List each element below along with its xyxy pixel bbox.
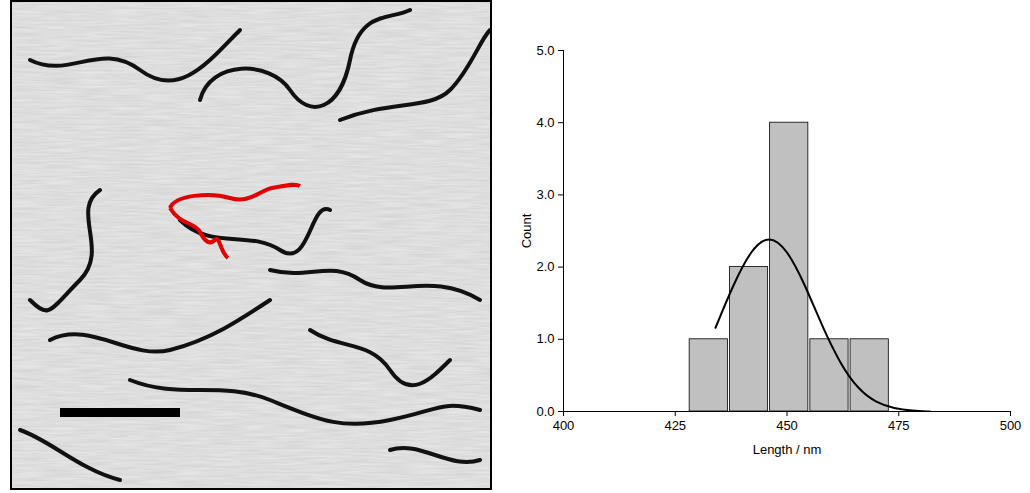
svg-text:Count: Count — [519, 213, 534, 248]
svg-text:4.0: 4.0 — [536, 115, 554, 130]
svg-text:0.0: 0.0 — [536, 404, 554, 419]
svg-text:450: 450 — [776, 418, 798, 433]
svg-text:425: 425 — [664, 418, 686, 433]
svg-text:3.0: 3.0 — [536, 187, 554, 202]
svg-text:400: 400 — [553, 418, 575, 433]
svg-text:1.0: 1.0 — [536, 331, 554, 346]
svg-text:500: 500 — [1000, 418, 1022, 433]
svg-text:5.0: 5.0 — [536, 43, 554, 58]
svg-text:475: 475 — [888, 418, 910, 433]
svg-text:Length / nm: Length / nm — [753, 442, 822, 457]
svg-text:2.0: 2.0 — [536, 259, 554, 274]
